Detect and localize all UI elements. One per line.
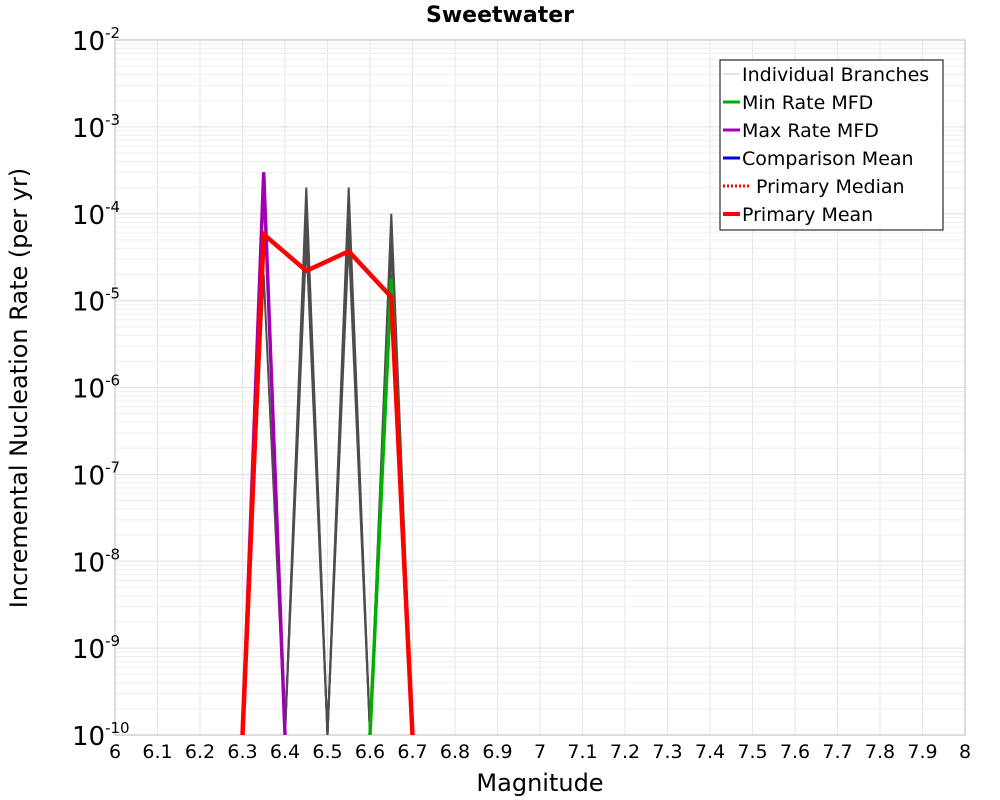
legend-label: Min Rate MFD	[742, 92, 873, 114]
x-tick-label: 7.3	[652, 741, 682, 763]
y-tick-label: 10-5	[72, 285, 120, 318]
y-tick-label: 10-7	[72, 458, 120, 491]
primary-mean-line	[240, 229, 415, 735]
y-tick-label: 10-2	[72, 24, 120, 57]
legend-label: Comparison Mean	[742, 148, 914, 170]
x-tick-label: 7.6	[780, 741, 810, 763]
series-layer	[240, 172, 415, 735]
x-tick-label: 8	[959, 741, 971, 763]
x-tick-label: 6.6	[355, 741, 385, 763]
branch-line	[326, 239, 371, 735]
legend-box	[719, 59, 944, 231]
chart-title: Sweetwater	[426, 3, 574, 28]
x-tick-label: 6.5	[312, 741, 342, 763]
legend-label: Primary Mean	[742, 204, 873, 226]
x-tick-label: 6.1	[142, 741, 172, 763]
legend: Individual Branches Min Rate MFD Max Rate …	[719, 59, 944, 231]
y-tick-label: 10-6	[72, 372, 120, 405]
y-tick-labels: 10-10 10-9 10-8 10-7 10-6 10-5 10-4 10-3 10-2	[72, 24, 130, 752]
x-tick-label: 7.1	[567, 741, 597, 763]
branch-line	[284, 198, 329, 735]
x-tick-label: 7.7	[822, 741, 852, 763]
x-tick-label: 7.4	[695, 741, 725, 763]
x-tick-label: 7	[534, 741, 546, 763]
x-tick-label: 7.5	[737, 741, 767, 763]
x-tick-label: 6.7	[397, 741, 427, 763]
x-tick-label: 7.9	[907, 741, 937, 763]
branch-line	[326, 198, 371, 735]
legend-label: Max Rate MFD	[742, 120, 879, 142]
x-tick-label: 7.2	[610, 741, 640, 763]
x-tick-label: 6.8	[440, 741, 470, 763]
y-tick-label: 10-3	[72, 111, 120, 144]
x-tick-label: 7.8	[865, 741, 895, 763]
legend-label: Primary Median	[756, 176, 905, 198]
x-axis-label: Magnitude	[476, 769, 603, 797]
branch-line	[284, 239, 329, 735]
y-tick-label: 10-4	[72, 198, 120, 231]
y-tick-label: 10-10	[72, 719, 130, 752]
y-tick-label: 10-9	[72, 632, 120, 665]
x-tick-label: 6	[109, 741, 121, 763]
legend-label: Individual Branches	[742, 64, 929, 86]
x-tick-label: 6.2	[185, 741, 215, 763]
x-tick-label: 6.3	[227, 741, 257, 763]
plot-frame	[114, 39, 966, 736]
y-axis-label: Incremental Nucleation Rate (per yr)	[5, 168, 33, 608]
y-tick-label: 10-8	[72, 545, 120, 578]
x-tick-label: 6.9	[482, 741, 512, 763]
min-rate-mfd-line	[368, 278, 415, 735]
x-tick-label: 6.4	[270, 741, 300, 763]
x-tick-labels: 6 6.1 6.2 6.3 6.4 6.5 6.6 6.7 6.8 6.9 7 7.1 7.2 7.3 7.…	[109, 741, 971, 763]
branch-line	[241, 274, 286, 735]
branch-line	[369, 274, 414, 735]
